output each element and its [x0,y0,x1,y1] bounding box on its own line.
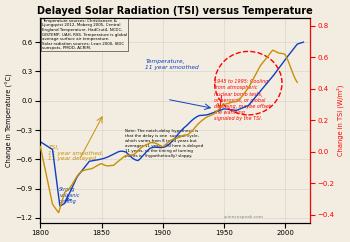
Title: Delayed Solar Radiation (TSI) versus Temperature: Delayed Solar Radiation (TSI) versus Tem… [37,6,313,15]
Y-axis label: Change in TSI (W/m²): Change in TSI (W/m²) [337,84,344,156]
Text: 1945 to 1995: Cooling
from atmospheric
nuclear bomb tests,
or aerosols, or globa: 1945 to 1995: Cooling from atmospheric n… [214,79,271,121]
Text: Temperature,
11 year smoothed: Temperature, 11 year smoothed [145,59,199,69]
Text: Strong
volcanic
cooling: Strong volcanic cooling [59,187,80,204]
Text: sciencespeak.com: sciencespeak.com [223,215,263,219]
Text: Note: The notch-delay hypothesis is
that the delay is one  sunspot cycle,
which : Note: The notch-delay hypothesis is that… [125,129,203,158]
Text: TSI,
11 year smoothed,
11 year delayed: TSI, 11 year smoothed, 11 year delayed [48,145,104,161]
Y-axis label: Change in Temperature (°C): Change in Temperature (°C) [6,73,13,167]
Text: Temperature sources: Christiansen &
Ljungqvist 2012, Moberg 2005, Central
Englan: Temperature sources: Christiansen & Ljun… [42,19,127,50]
